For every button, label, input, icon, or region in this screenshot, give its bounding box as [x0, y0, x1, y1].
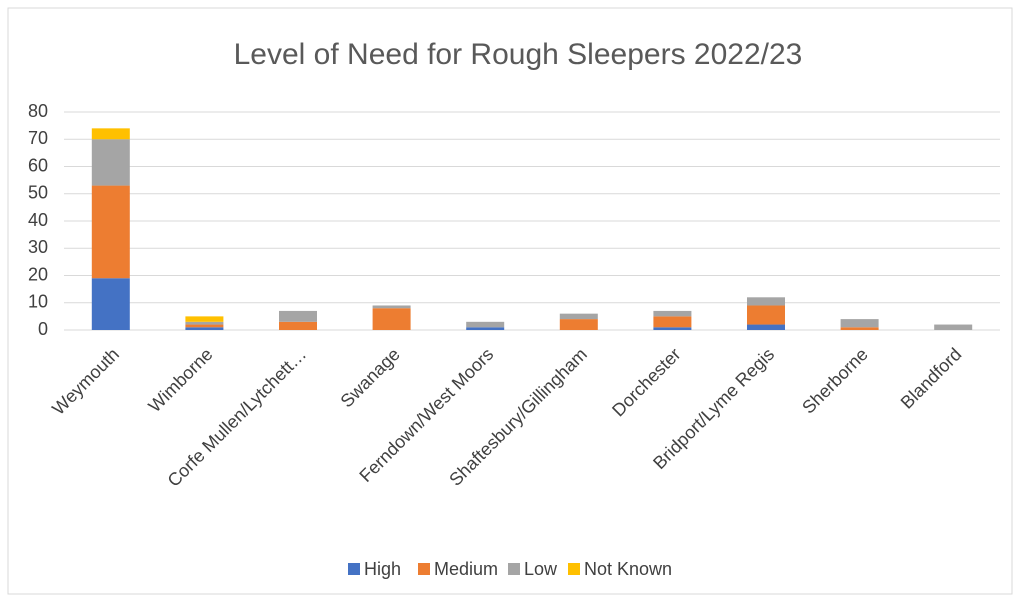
y-tick-label: 50: [28, 183, 48, 203]
legend-swatch: [568, 563, 580, 575]
bar-segment: [934, 324, 973, 330]
legend-swatch: [348, 563, 360, 575]
bar-segment: [279, 321, 317, 330]
bar-segment: [747, 305, 785, 325]
y-tick-label: 80: [28, 101, 48, 121]
bar-segment: [91, 278, 130, 330]
bar-segment: [372, 305, 411, 309]
y-tick-label: 40: [28, 210, 48, 230]
bar-segment: [747, 324, 785, 330]
bar-segment: [653, 327, 692, 330]
bar-segment: [185, 324, 224, 328]
legend-label: Not Known: [584, 559, 672, 579]
bar-segment: [91, 128, 130, 140]
legend-label: Medium: [434, 559, 498, 579]
bar-segment: [653, 310, 692, 317]
bar-segment: [559, 313, 598, 320]
bar-segment: [91, 185, 130, 279]
bar-segment: [185, 321, 224, 325]
bar-segment: [466, 327, 505, 330]
legend-label: Low: [524, 559, 558, 579]
chart-title: Level of Need for Rough Sleepers 2022/23: [234, 38, 803, 71]
bar-segment: [559, 319, 598, 330]
y-tick-label: 10: [28, 292, 48, 312]
bar-segment: [747, 297, 785, 306]
y-tick-label: 30: [28, 237, 48, 257]
bar-segment: [653, 316, 692, 328]
bar-segment: [185, 327, 224, 330]
chart-border: [7, 7, 1013, 595]
legend-label: High: [364, 559, 401, 579]
y-tick-label: 60: [28, 155, 48, 175]
y-tick-label: 20: [28, 264, 48, 284]
y-tick-label: 0: [38, 319, 48, 339]
legend-swatch: [508, 563, 520, 575]
y-tick-label: 70: [28, 128, 48, 148]
bar-segment: [372, 308, 411, 330]
bar-segment: [185, 316, 224, 322]
bar-segment: [840, 319, 879, 328]
bar-segment: [466, 321, 505, 328]
legend-swatch: [418, 563, 430, 575]
bar-segment: [840, 327, 879, 330]
bar-segment: [91, 139, 130, 186]
bar-segment: [279, 310, 317, 322]
